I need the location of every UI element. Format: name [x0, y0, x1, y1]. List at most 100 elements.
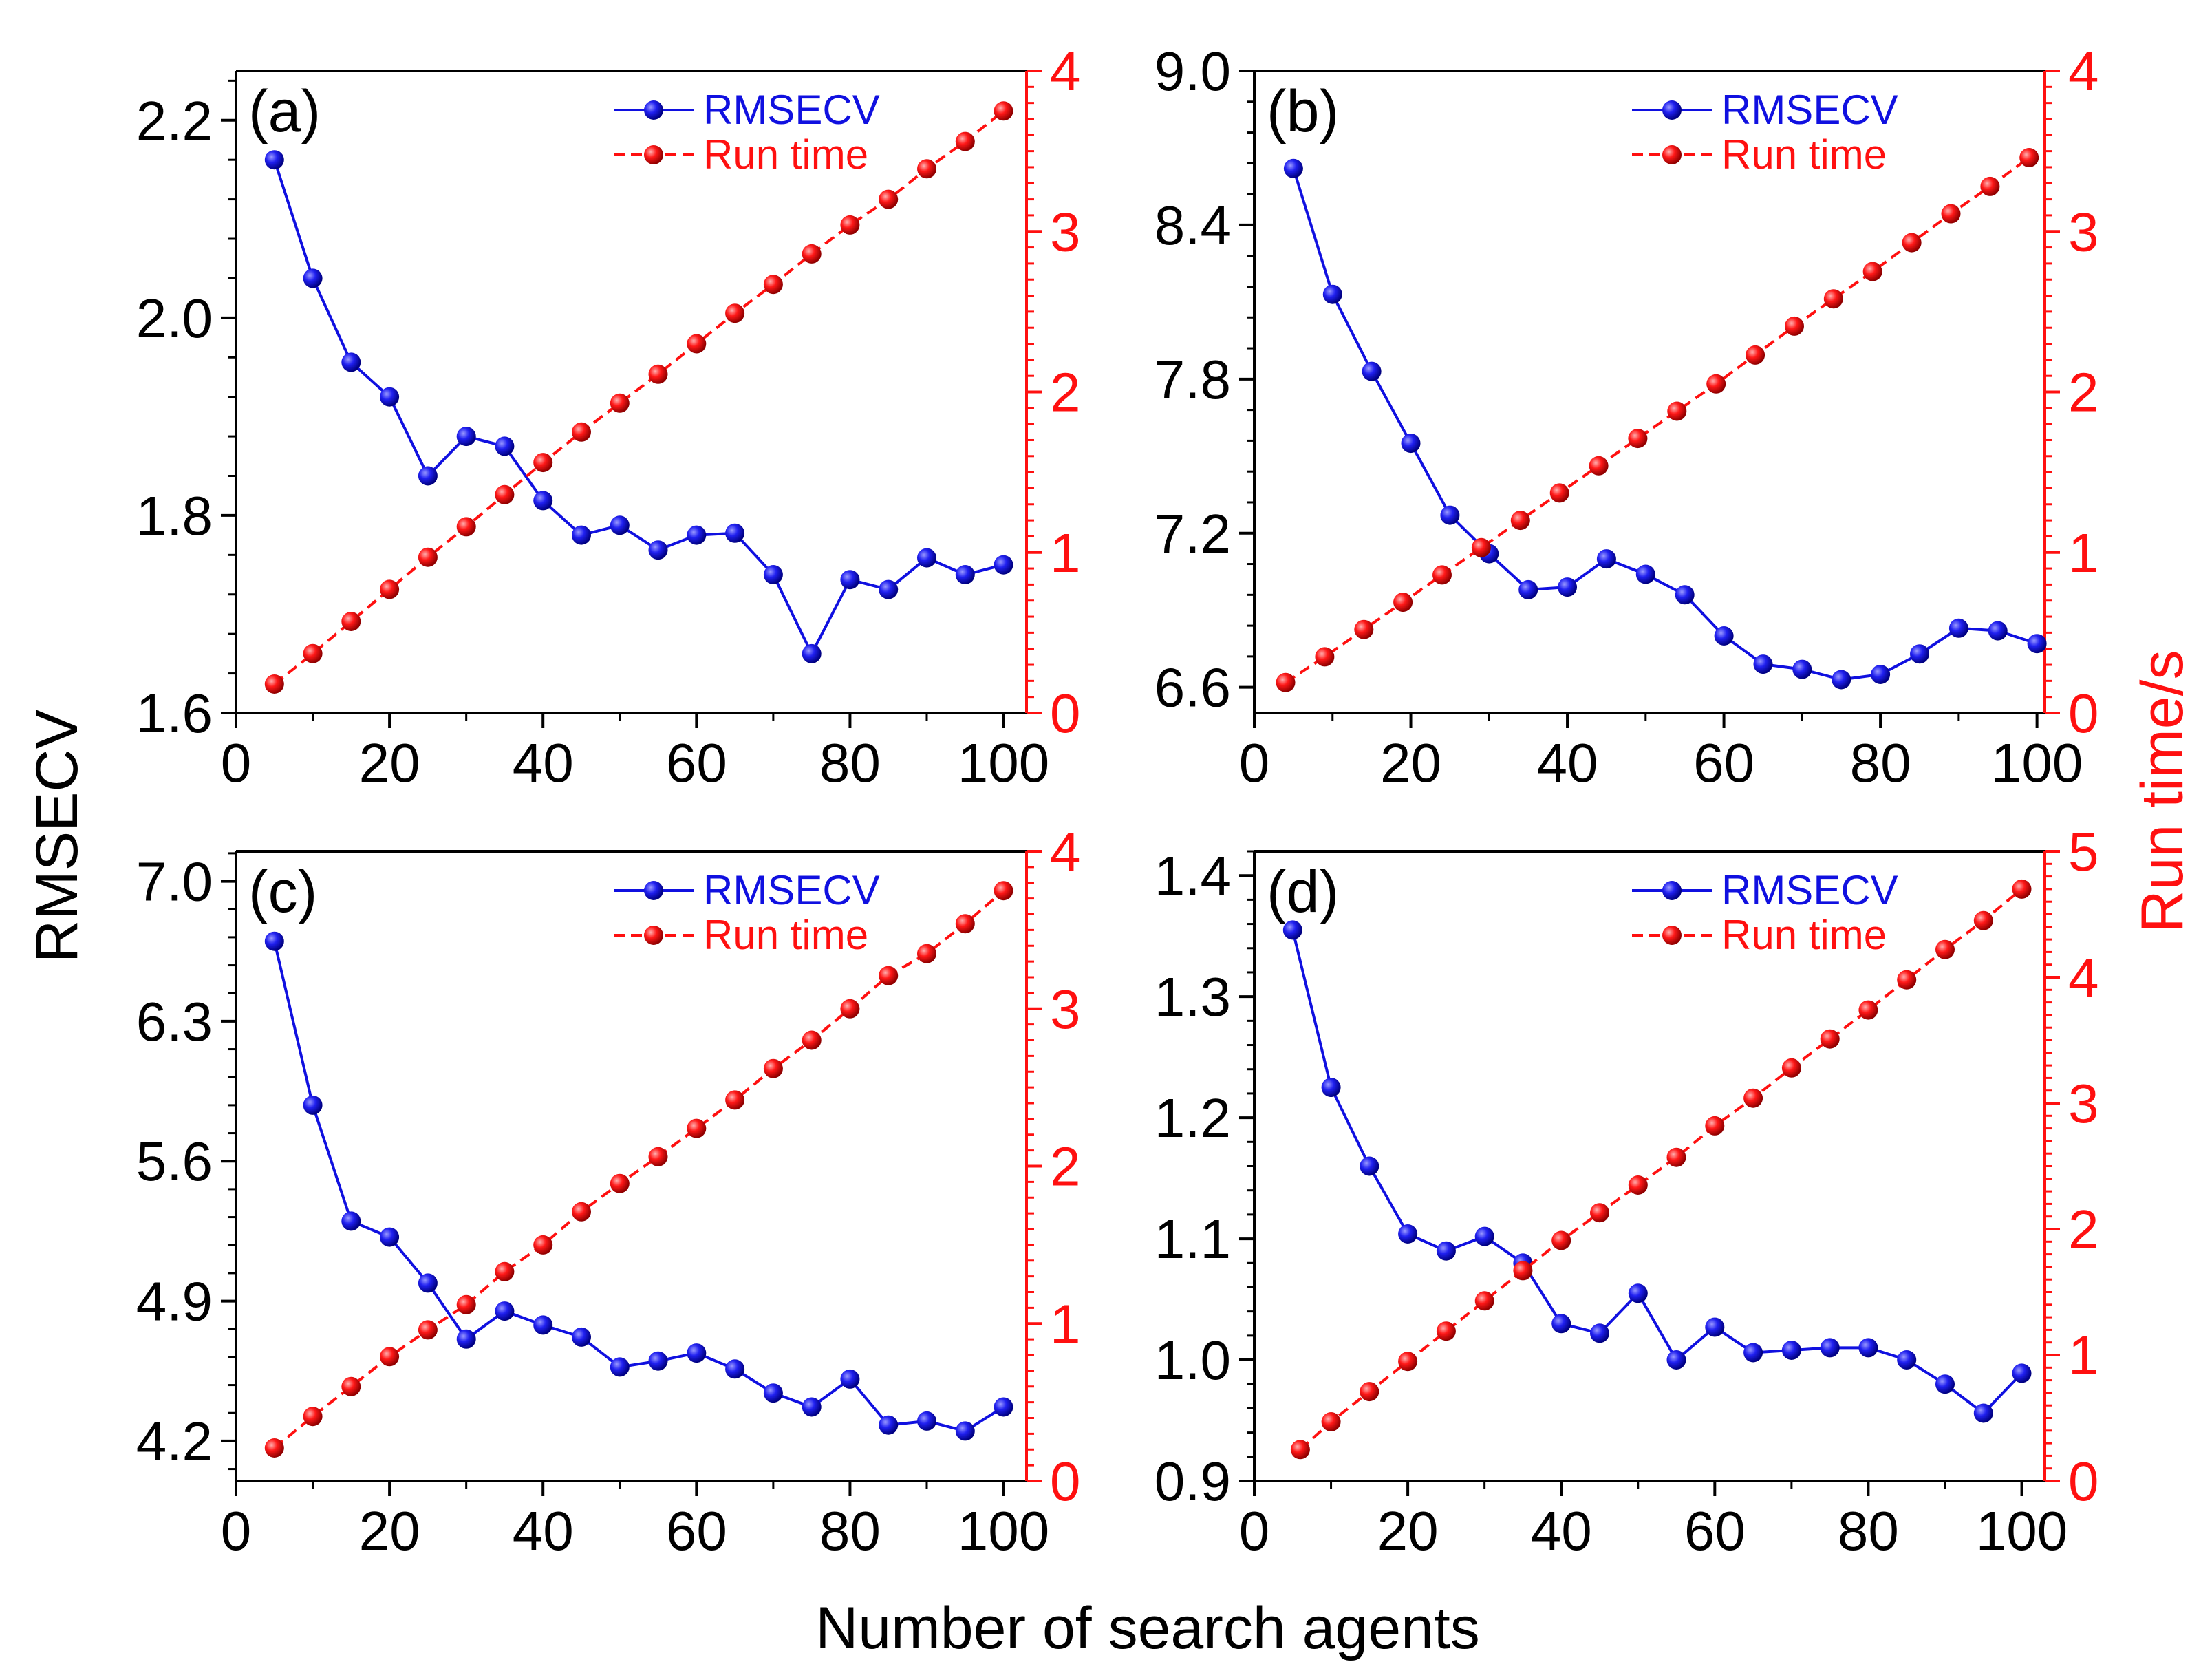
right-y-tick-label: 2	[1050, 362, 1081, 423]
rmsecv-data-point	[1436, 1241, 1456, 1261]
x-tick-label: 20	[359, 732, 420, 793]
runtime-data-point	[1823, 289, 1843, 309]
runtime-data-point	[994, 101, 1013, 121]
rmsecv-data-point	[1628, 1283, 1648, 1303]
runtime-data-point	[1471, 537, 1491, 557]
runtime-data-point	[533, 1235, 553, 1255]
rmsecv-data-point	[264, 150, 284, 170]
rmsecv-data-point	[917, 1411, 936, 1431]
runtime-data-point	[1781, 1058, 1801, 1078]
legend-label: Run time	[703, 131, 868, 178]
rmsecv-data-point	[840, 570, 860, 590]
rmsecv-data-point	[1401, 434, 1421, 454]
runtime-data-point	[1667, 401, 1687, 421]
runtime-data-point	[648, 1147, 668, 1166]
runtime-data-point	[1973, 910, 1993, 930]
rmsecv-data-point	[1474, 1226, 1494, 1246]
rmsecv-data-point	[1832, 670, 1851, 690]
runtime-data-point	[879, 189, 899, 209]
runtime-data-point	[418, 1320, 438, 1340]
x-tick-label: 40	[513, 732, 574, 793]
rmsecv-data-point	[303, 268, 323, 288]
rmsecv-data-point	[1988, 621, 2008, 641]
rmsecv-data-point	[456, 427, 476, 447]
rmsecv-data-point	[994, 555, 1013, 575]
rmsecv-data-point	[879, 1415, 899, 1435]
runtime-data-point	[303, 1407, 323, 1427]
left-y-tick-label: 4.9	[136, 1271, 213, 1332]
runtime-data-point	[802, 244, 822, 264]
runtime-data-point	[917, 159, 936, 179]
rmsecv-data-point	[1973, 1403, 1993, 1423]
rmsecv-data-point	[456, 1329, 476, 1349]
runtime-data-point	[1935, 939, 1955, 959]
runtime-data-point	[1510, 511, 1530, 531]
rmsecv-data-point	[763, 565, 783, 584]
right-y-tick-label: 0	[2068, 1451, 2099, 1512]
runtime-data-point	[1589, 456, 1609, 476]
left-y-tick-label: 7.8	[1155, 349, 1231, 410]
runtime-data-point	[533, 453, 553, 473]
x-tick-label: 80	[819, 732, 881, 793]
runtime-data-point	[1549, 483, 1569, 503]
rmsecv-data-point	[1590, 1323, 1609, 1343]
x-tick-label: 60	[666, 1500, 727, 1562]
runtime-data-point	[687, 1118, 707, 1138]
rmsecv-data-point	[1282, 920, 1302, 940]
runtime-data-point	[1862, 262, 1882, 281]
left-y-tick-label: 1.0	[1155, 1330, 1231, 1391]
right-y-tick-label: 3	[2068, 1073, 2099, 1134]
left-y-tick-label: 0.9	[1155, 1451, 1231, 1512]
rmsecv-data-point	[303, 1095, 323, 1115]
right-y-tick-label: 2	[2068, 1199, 2099, 1260]
rmsecv-data-point	[341, 1211, 361, 1231]
x-tick-label: 20	[1380, 732, 1441, 793]
runtime-data-point	[1290, 1440, 1310, 1460]
rmsecv-data-point	[2027, 634, 2047, 654]
rmsecv-data-point	[1858, 1338, 1878, 1358]
rmsecv-data-point	[802, 1397, 822, 1417]
runtime-data-point	[1897, 970, 1917, 990]
rmsecv-data-point	[1322, 284, 1342, 304]
runtime-data-point	[572, 422, 591, 442]
rmsecv-data-point	[418, 466, 438, 486]
legend-marker	[1662, 881, 1682, 900]
right-y-tick-label: 4	[2068, 947, 2099, 1008]
left-y-tick-label: 2.0	[136, 288, 213, 349]
runtime-data-point	[1474, 1291, 1494, 1311]
rmsecv-data-point	[1440, 505, 1460, 525]
runtime-data-point	[1666, 1147, 1686, 1167]
right-y-tick-label: 0	[1050, 683, 1081, 744]
rmsecv-data-point	[1820, 1338, 1840, 1358]
runtime-data-point	[495, 484, 515, 504]
runtime-data-point	[456, 517, 476, 537]
rmsecv-data-point	[1360, 1156, 1379, 1176]
runtime-data-point	[264, 1438, 284, 1458]
rmsecv-data-point	[1321, 1078, 1341, 1098]
rmsecv-series-line	[272, 941, 1005, 1433]
legend-label: RMSECV	[1721, 867, 1898, 913]
runtime-data-point	[1360, 1382, 1379, 1402]
left-y-tick-label: 8.4	[1155, 195, 1231, 256]
runtime-data-point	[2012, 879, 2032, 899]
left-y-tick-label: 1.1	[1155, 1208, 1231, 1270]
right-y-tick-label: 4	[2068, 41, 2099, 102]
runtime-data-point	[802, 1030, 822, 1050]
right-y-tick-label: 5	[2068, 821, 2099, 882]
rmsecv-data-point	[1675, 585, 1695, 605]
runtime-data-point	[763, 275, 783, 295]
runtime-data-point	[1902, 233, 1922, 253]
rmsecv-data-point	[725, 1359, 745, 1379]
runtime-data-point	[380, 1347, 400, 1367]
legend-marker	[644, 881, 663, 900]
rmsecv-data-point	[533, 491, 553, 511]
runtime-data-point	[687, 334, 707, 354]
runtime-data-point	[1436, 1321, 1456, 1341]
x-tick-label: 0	[221, 732, 252, 793]
left-y-tick-label: 7.2	[1155, 503, 1231, 564]
rmsecv-data-point	[495, 436, 515, 456]
left-y-tick-label: 6.3	[136, 991, 213, 1052]
right-y-tick-label: 2	[2068, 362, 2099, 423]
runtime-data-point	[840, 999, 860, 1019]
